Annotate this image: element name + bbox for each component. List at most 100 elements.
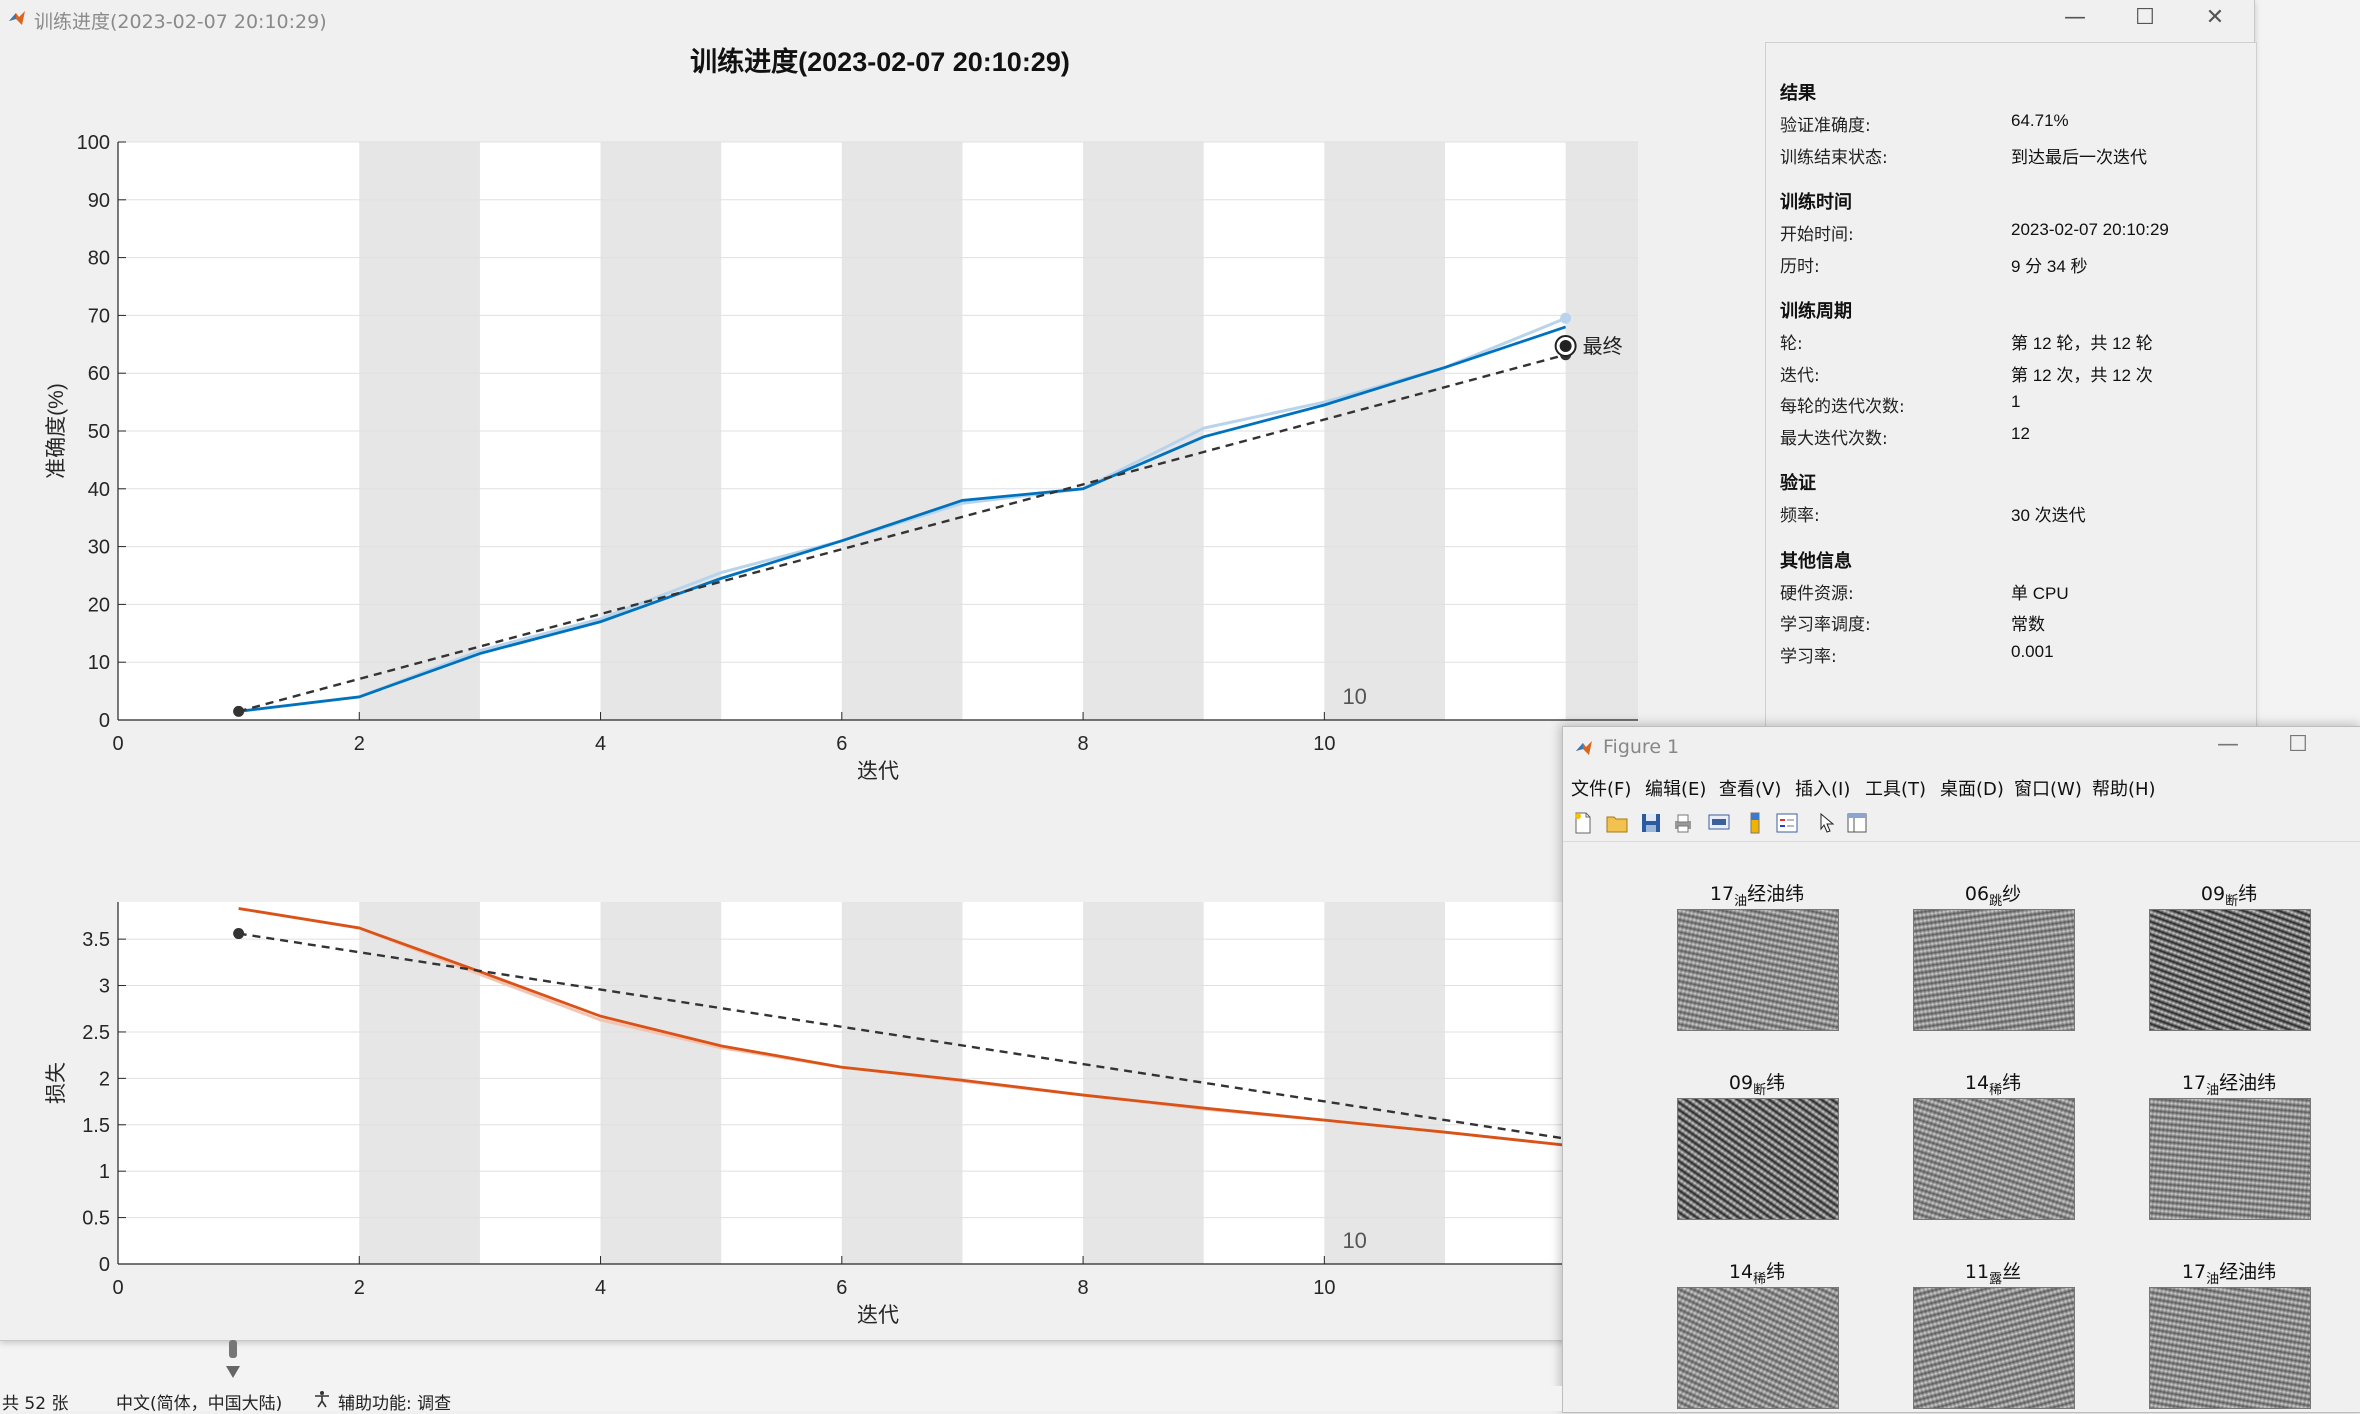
y-tick-label: 3.5 bbox=[82, 929, 110, 951]
info-label: 验证准确度: bbox=[1780, 116, 1871, 136]
fabric-image bbox=[2149, 1287, 2311, 1409]
thumbnail-sub: 油 bbox=[1734, 893, 1748, 909]
menu-tools[interactable]: 工具(T) bbox=[1865, 779, 1927, 800]
thumbnail-label: 06跳纱 bbox=[1893, 879, 2093, 909]
menu-view[interactable]: 查看(V) bbox=[1719, 779, 1782, 800]
info-section-heading: 训练周期 bbox=[1780, 301, 1852, 322]
info-label: 学习率调度: bbox=[1780, 615, 1871, 635]
info-value: 到达最后一次迭代 bbox=[2011, 147, 2147, 167]
loss-plot: 0 0.5 1 1.5 2 2.5 3 3.5 0 2 4 6 8 10 迭代 损失 10 bbox=[45, 902, 1565, 1327]
accessibility-icon bbox=[315, 1391, 329, 1408]
thumbnail-sub: 露 bbox=[1989, 1271, 2003, 1287]
info-label: 最大迭代次数: bbox=[1780, 428, 1888, 449]
print-icon[interactable] bbox=[1671, 811, 1695, 835]
thumbnail-number: 06 bbox=[1964, 883, 1990, 905]
series-line-smoothed bbox=[238, 325, 1567, 713]
x-tick-label: 0 bbox=[112, 733, 123, 755]
info-label: 学习率: bbox=[1780, 646, 1837, 667]
fabric-image bbox=[1913, 1098, 2075, 1220]
thumbnail-name: 纬 bbox=[1766, 1261, 1786, 1283]
x-axis-label: 迭代 bbox=[857, 1304, 899, 1327]
x-tick-label: 4 bbox=[595, 1277, 606, 1299]
accessibility-status[interactable]: 辅助功能: 调查 bbox=[338, 1394, 452, 1414]
info-value: 0.001 bbox=[2011, 641, 2054, 661]
new-figure-icon[interactable] bbox=[1571, 811, 1595, 835]
open-file-icon[interactable] bbox=[1605, 811, 1629, 835]
accuracy-plot: 0 10 20 30 40 50 60 70 80 90 100 0 2 4 6 8 10 迭代 准确度(%) 10 最… bbox=[45, 132, 1638, 783]
fabric-image bbox=[1913, 909, 2075, 1031]
thumbnail-label: 14稀纬 bbox=[1657, 1257, 1857, 1287]
figure-minimize-button[interactable]: — bbox=[2217, 732, 2239, 757]
info-value: 9 分 34 秒 bbox=[2011, 256, 2088, 276]
series-group bbox=[233, 312, 1572, 717]
thumbnail-label: 17油经油纬 bbox=[2129, 1257, 2329, 1287]
scroll-arrow-icon[interactable] bbox=[222, 1338, 244, 1384]
thumbnail-name: 纱 bbox=[2002, 883, 2022, 905]
legend-icon[interactable] bbox=[1775, 811, 1799, 835]
info-label: 频率: bbox=[1780, 506, 1820, 526]
menu-edit[interactable]: 编辑(E) bbox=[1645, 779, 1707, 800]
info-section-heading: 其他信息 bbox=[1780, 550, 1852, 572]
matlab-logo-icon bbox=[1576, 741, 1592, 755]
y-tick-label: 40 bbox=[88, 479, 110, 501]
pointer-icon[interactable] bbox=[1815, 811, 1839, 835]
figure-toolbar bbox=[1563, 805, 2360, 842]
print-preview-icon[interactable] bbox=[1707, 811, 1731, 835]
thumbnail-sub: 稀 bbox=[1753, 1271, 1767, 1287]
final-label: 最终 bbox=[1583, 335, 1623, 358]
y-tick-label: 1.5 bbox=[82, 1115, 110, 1137]
maximize-button[interactable]: ☐ bbox=[2135, 5, 2155, 30]
y-tick-label: 2.5 bbox=[82, 1022, 110, 1044]
x-tick-label: 8 bbox=[1078, 733, 1089, 755]
x-tick-label: 2 bbox=[354, 1277, 365, 1299]
thumbnail-label: 11露丝 bbox=[1893, 1257, 2093, 1287]
plot-title: 训练进度(2023-02-07 20:10:29) bbox=[690, 47, 1070, 77]
y-tick-label: 0 bbox=[99, 1254, 110, 1276]
epoch-band bbox=[1324, 902, 1445, 1264]
epoch-band bbox=[1083, 902, 1204, 1264]
x-tick-label: 6 bbox=[836, 733, 847, 755]
thumbnail-number: 09 bbox=[2200, 883, 2226, 905]
y-tick-label: 0.5 bbox=[82, 1208, 110, 1230]
property-editor-icon[interactable] bbox=[1845, 811, 1869, 835]
info-value: 30 次迭代 bbox=[2011, 506, 2086, 525]
menu-window[interactable]: 窗口(W) bbox=[2014, 779, 2082, 800]
thumbnail-name: 纬 bbox=[2238, 883, 2258, 905]
colorbar-icon[interactable] bbox=[1743, 811, 1767, 835]
fabric-image bbox=[2149, 909, 2311, 1031]
figure-canvas: 17油经油纬 06跳纱 09断纬 09断纬 14稀纬 17油经油纬 14稀纬 11露丝 17油经… bbox=[1563, 843, 2360, 1412]
info-label: 硬件资源: bbox=[1780, 583, 1854, 604]
menu-file[interactable]: 文件(F) bbox=[1571, 779, 1632, 800]
figure-1-window: Figure 1 — ☐ 文件(F) 编辑(E) 查看(V) 插入(I) 工具(… bbox=[1562, 726, 2360, 1413]
image-count: 共 52 张 bbox=[2, 1394, 69, 1414]
info-value: 常数 bbox=[2011, 615, 2045, 634]
ime-language[interactable]: 中文(简体，中国大陆) bbox=[116, 1394, 283, 1414]
y-tick-label: 50 bbox=[88, 421, 110, 443]
plot-area bbox=[118, 902, 1562, 1264]
y-tick-label: 1 bbox=[99, 1161, 110, 1183]
validation-start-point bbox=[233, 928, 245, 940]
validation-start-point bbox=[233, 705, 245, 717]
figure-maximize-button[interactable]: ☐ bbox=[2288, 732, 2308, 757]
main-titlebar: 训练进度(2023-02-07 20:10:29) — ☐ ✕ bbox=[0, 0, 2254, 38]
x-tick-label: 0 bbox=[112, 1277, 123, 1299]
thumbnail-sub: 油 bbox=[2206, 1271, 2220, 1287]
y-tick-label: 70 bbox=[88, 305, 110, 327]
y-tick-label: 90 bbox=[88, 190, 110, 212]
thumbnail-number: 17 bbox=[1709, 883, 1735, 905]
x-tick-label: 10 bbox=[1313, 1277, 1335, 1299]
y-axis-label: 准确度(%) bbox=[45, 383, 68, 479]
thumbnail-label: 17油经油纬 bbox=[1657, 879, 1857, 909]
menu-help[interactable]: 帮助(H) bbox=[2092, 779, 2156, 800]
thumbnail-sub: 断 bbox=[2225, 893, 2239, 909]
menu-insert[interactable]: 插入(I) bbox=[1795, 779, 1851, 800]
series-group bbox=[233, 907, 1565, 1147]
info-value: 第 12 轮，共 12 轮 bbox=[2011, 334, 2153, 353]
info-label: 每轮的迭代次数: bbox=[1780, 397, 1905, 417]
save-icon[interactable] bbox=[1639, 811, 1663, 835]
close-button[interactable]: ✕ bbox=[2205, 5, 2225, 30]
epoch-label: 10 bbox=[1342, 1228, 1366, 1253]
minimize-button[interactable]: — bbox=[2064, 5, 2086, 30]
final-marker bbox=[1559, 339, 1572, 352]
menu-desktop[interactable]: 桌面(D) bbox=[1940, 779, 2004, 800]
